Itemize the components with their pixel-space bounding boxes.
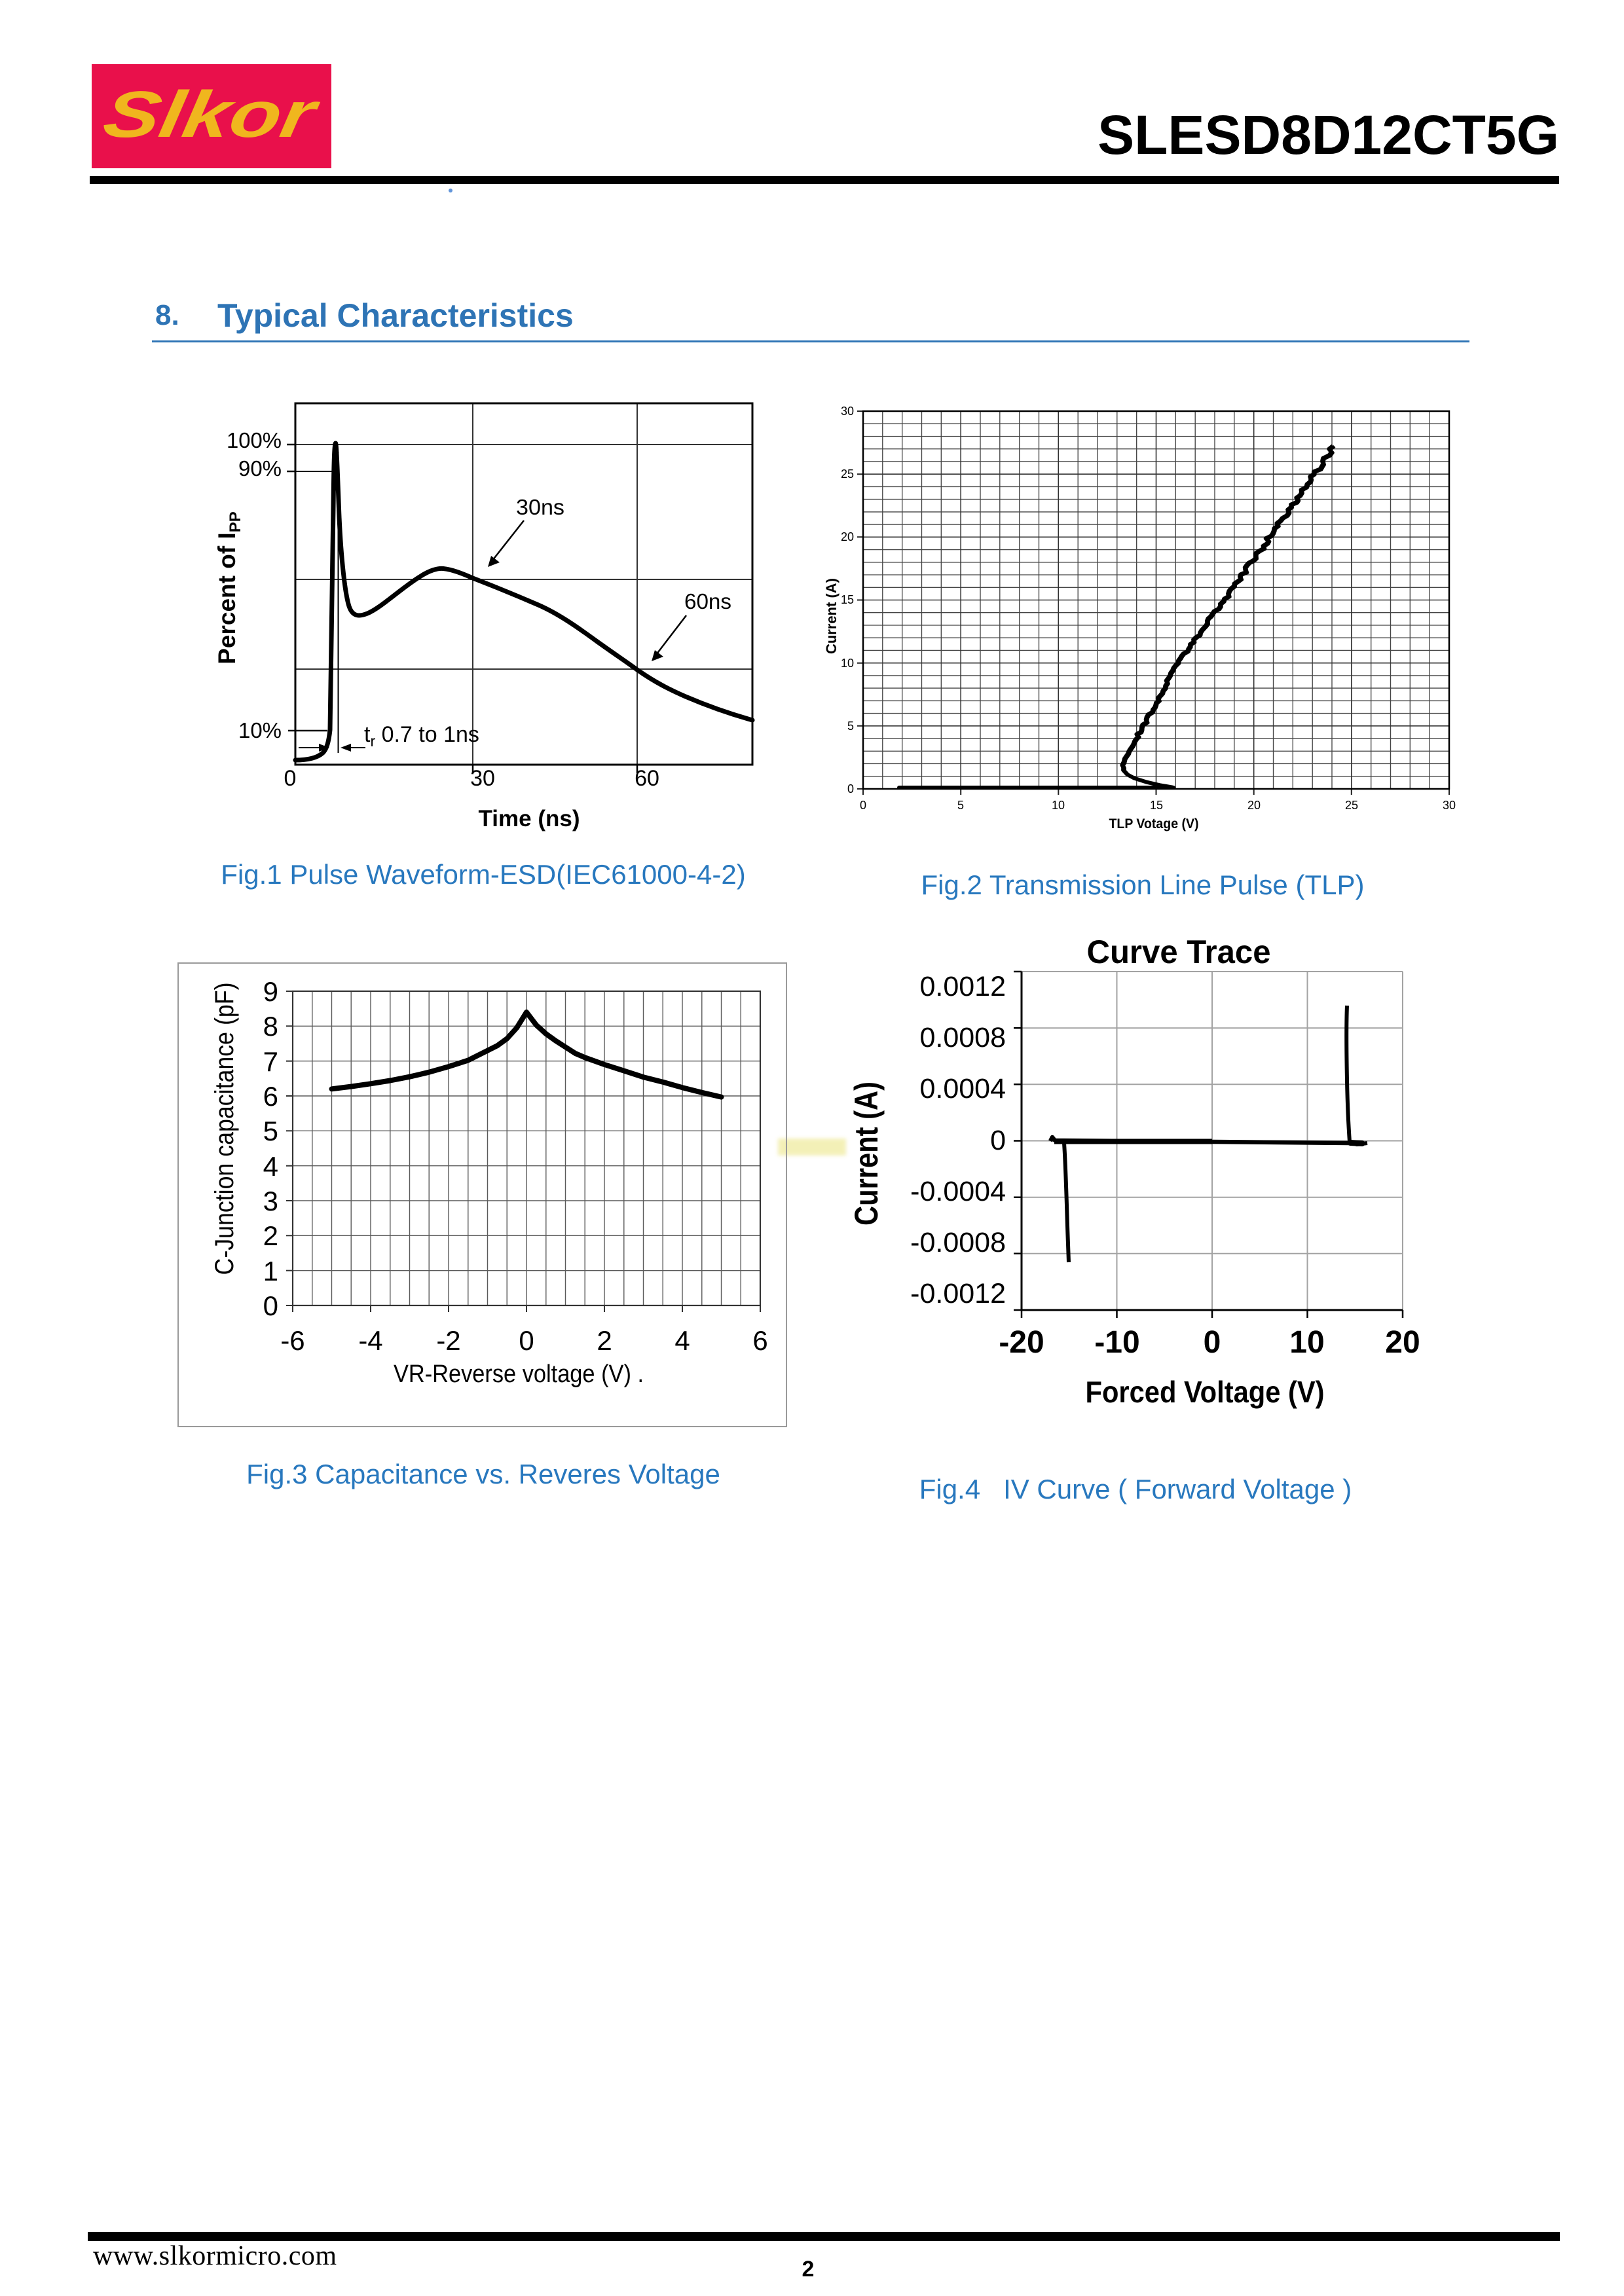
svg-text:30: 30 [1443,799,1456,812]
svg-text:100%: 100% [227,428,282,452]
svg-text:2: 2 [597,1325,612,1356]
svg-text:TLP Votage (V): TLP Votage (V) [1109,816,1199,831]
svg-text:C-Junction capacitance (pF): C-Junction capacitance (pF) [210,983,239,1275]
svg-text:15: 15 [1150,799,1163,812]
svg-text:-10: -10 [1094,1325,1139,1360]
svg-text:5: 5 [263,1116,278,1146]
svg-text:0: 0 [284,766,297,791]
svg-text:20: 20 [1247,799,1261,812]
svg-text:0.0004: 0.0004 [919,1073,1006,1104]
svg-text:30: 30 [841,405,854,418]
svg-text:-0.0012: -0.0012 [910,1278,1006,1309]
svg-text:0: 0 [1204,1325,1221,1360]
svg-text:60: 60 [635,766,659,791]
svg-text:-2: -2 [436,1325,460,1356]
svg-text:25: 25 [1345,799,1358,812]
svg-text:20: 20 [841,530,854,543]
svg-text:10: 10 [841,657,854,670]
svg-text:Percent of IPP: Percent of IPP [213,511,244,665]
svg-text:0.0008: 0.0008 [919,1022,1006,1053]
svg-text:0: 0 [860,799,866,812]
svg-text:1: 1 [263,1256,278,1286]
svg-text:0.0012: 0.0012 [919,971,1006,1002]
svg-text:20: 20 [1385,1325,1420,1360]
svg-text:Current (A): Current (A) [823,578,840,654]
svg-text:5: 5 [957,799,964,812]
svg-text:Current (A): Current (A) [848,1082,885,1226]
svg-text:Curve Trace: Curve Trace [1087,934,1271,970]
svg-text:30: 30 [470,766,495,791]
svg-text:4: 4 [263,1151,278,1182]
svg-text:0: 0 [519,1325,534,1356]
svg-text:30ns: 30ns [516,495,564,519]
svg-text:10: 10 [1052,799,1065,812]
svg-text:15: 15 [841,593,854,606]
svg-text:4: 4 [674,1325,690,1356]
svg-text:-20: -20 [999,1325,1044,1360]
svg-text:10: 10 [1289,1325,1324,1360]
svg-text:0: 0 [847,782,854,795]
svg-text:9: 9 [263,976,278,1007]
svg-text:-4: -4 [358,1325,382,1356]
svg-text:5: 5 [847,720,854,733]
svg-text:3: 3 [263,1186,278,1216]
svg-text:-0.0008: -0.0008 [910,1227,1006,1258]
svg-text:6: 6 [752,1325,767,1356]
svg-text:Forced Voltage (V): Forced Voltage (V) [1086,1375,1325,1409]
svg-text:10%: 10% [238,718,282,742]
svg-text:VR-Reverse voltage (V) .: VR-Reverse voltage (V) . [394,1360,644,1388]
svg-text:0: 0 [990,1125,1006,1156]
svg-text:2: 2 [263,1220,278,1251]
svg-text:-6: -6 [280,1325,304,1356]
svg-text:-0.0004: -0.0004 [910,1176,1006,1207]
svg-text:8: 8 [263,1011,278,1042]
svg-text:0: 0 [263,1290,278,1321]
svg-text:7: 7 [263,1046,278,1077]
svg-text:90%: 90% [238,456,282,481]
svg-text:tr 0.7 to 1ns: tr 0.7 to 1ns [364,722,479,750]
svg-text:60ns: 60ns [684,589,731,613]
svg-text:6: 6 [263,1081,278,1112]
svg-text:25: 25 [841,467,854,481]
svg-text:Time (ns): Time (ns) [479,806,580,831]
